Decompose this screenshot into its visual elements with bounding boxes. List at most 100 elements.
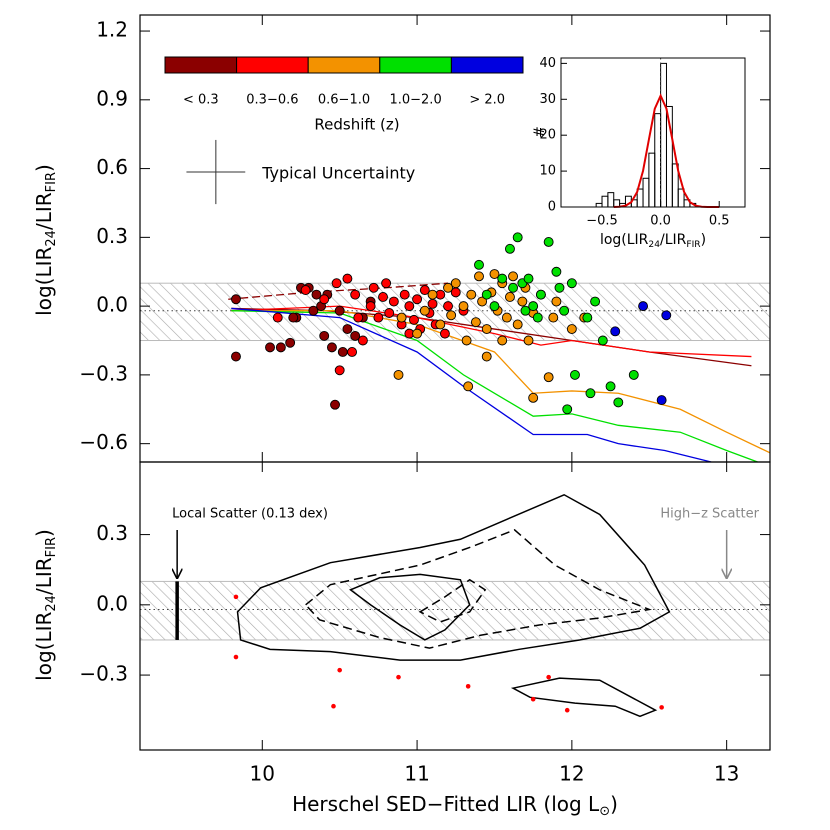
colorbar-segment	[236, 56, 309, 74]
y-tick-label: −0.6	[79, 430, 128, 454]
data-point	[562, 404, 573, 415]
data-point	[523, 273, 534, 284]
annotation: Local Scatter (0.13 dex)	[172, 507, 328, 522]
data-point	[353, 312, 364, 323]
label-subscript: 24	[44, 595, 59, 612]
label-part: )	[701, 232, 706, 248]
data-point	[265, 342, 275, 353]
data-point	[566, 278, 577, 289]
y-tick-label: 20	[539, 128, 556, 143]
annotation: High−z Scatter	[660, 507, 759, 522]
colorbar-segment	[450, 56, 524, 74]
outlier-point	[465, 684, 471, 689]
data-point	[638, 301, 649, 312]
label-subscript: ⊙	[599, 804, 610, 819]
data-point	[548, 312, 559, 323]
data-point	[384, 308, 395, 318]
label-part: )	[32, 529, 56, 537]
y-tick-label: −0.3	[79, 662, 128, 686]
data-point	[373, 312, 384, 323]
data-point	[308, 305, 319, 316]
data-point	[497, 273, 508, 284]
model-line	[231, 310, 758, 463]
axis-label: log(LIR24/LIRFIR)	[32, 529, 59, 681]
data-point	[508, 282, 518, 293]
data-point	[613, 397, 624, 408]
data-point	[350, 330, 361, 341]
data-point	[347, 347, 358, 357]
data-point	[342, 273, 353, 284]
data-point	[272, 312, 283, 323]
data-point	[388, 296, 399, 307]
outlier-point	[546, 674, 551, 680]
data-point	[427, 298, 438, 309]
data-point	[520, 305, 531, 316]
model-line	[231, 305, 752, 358]
data-point	[288, 312, 299, 323]
data-point	[412, 328, 423, 339]
y-axis-label: #	[532, 126, 548, 138]
data-point	[505, 243, 515, 254]
outlier-point	[233, 654, 239, 660]
y-tick-label: 0.9	[96, 86, 128, 110]
y-tick-label: 10	[539, 164, 556, 179]
data-point	[319, 330, 330, 341]
outlier-point	[337, 667, 342, 673]
x-tick-label: 11	[404, 762, 429, 786]
data-point	[342, 324, 353, 334]
data-point	[330, 399, 340, 410]
data-point	[463, 381, 474, 392]
y-tick-label: 0.3	[96, 521, 128, 545]
y-tick-label: 0.6	[96, 155, 128, 179]
data-point	[334, 305, 345, 316]
data-point	[543, 236, 554, 247]
label-subscript: FIR	[44, 537, 59, 557]
legend-label: < 0.3	[183, 93, 219, 108]
scatter-band	[139, 580, 771, 641]
data-point	[497, 335, 508, 346]
x-tick-label: 13	[714, 762, 739, 786]
colorbar-segment	[307, 56, 381, 74]
data-point	[508, 271, 518, 282]
label-part: log(LIR	[32, 611, 56, 680]
model-line	[228, 282, 449, 300]
data-point	[656, 395, 667, 406]
label-part: log(LIR	[32, 246, 56, 315]
data-point	[512, 232, 523, 243]
data-point	[419, 305, 430, 316]
axis-label: log(LIR24/LIRFIR)	[600, 232, 706, 250]
data-point	[470, 317, 481, 328]
model-line	[231, 307, 712, 463]
data-point	[481, 324, 492, 334]
contour	[236, 493, 671, 661]
data-point	[326, 342, 337, 353]
label-subscript: FIR	[686, 240, 701, 250]
data-point	[231, 351, 241, 362]
y-tick-label: 0	[548, 200, 556, 215]
data-point	[512, 319, 523, 330]
legend-label: 0.3−0.6	[246, 93, 298, 108]
data-point	[585, 388, 596, 399]
data-point	[350, 289, 361, 300]
data-point	[396, 312, 407, 323]
colorbar-segment	[164, 56, 238, 74]
outlier-point	[331, 703, 336, 709]
label-part: /LIR	[660, 232, 687, 248]
data-point	[517, 296, 528, 307]
inset-background	[561, 58, 745, 207]
legend-label: 0.6−1.0	[318, 93, 370, 108]
data-point	[566, 324, 577, 334]
y-tick-label: 0.0	[96, 591, 128, 615]
data-point	[605, 381, 616, 392]
contour	[304, 529, 653, 649]
data-point	[419, 285, 430, 296]
data-point	[285, 337, 296, 348]
x-tick-label: 0.5	[709, 214, 730, 229]
data-point	[409, 314, 419, 325]
colorbar-title: Redshift (z)	[314, 116, 399, 134]
data-point	[334, 365, 345, 376]
data-point	[443, 301, 453, 312]
label-part: )	[32, 164, 56, 172]
data-point	[275, 342, 286, 353]
y-tick-label: 0.3	[96, 224, 128, 248]
